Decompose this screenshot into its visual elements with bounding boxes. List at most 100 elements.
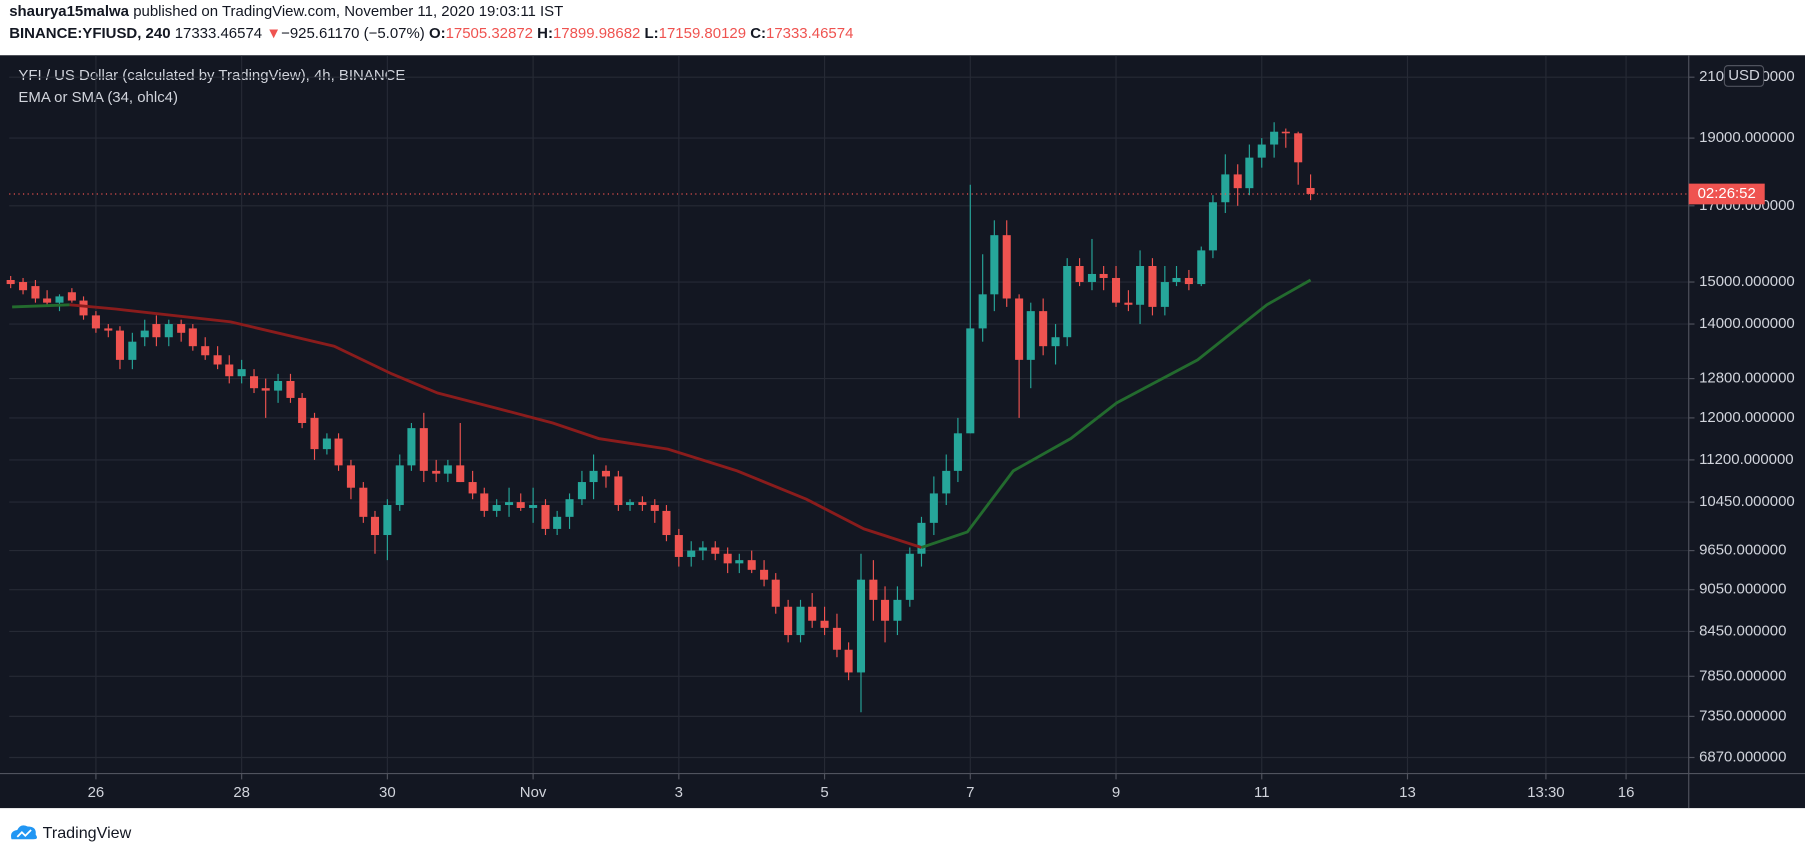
y-tick-label: 14000.000000 [1699,315,1795,332]
candle-body [856,579,866,673]
candle-body [492,505,501,511]
candle-body [201,346,210,356]
y-tick-label: 8450.000000 [1699,622,1786,639]
candle-body [978,294,987,329]
candle-body [322,438,331,450]
x-tick-label: 26 [88,784,105,801]
candle-body [942,470,951,494]
candle-body [334,438,343,466]
candle-body [1306,187,1315,194]
author[interactable]: shaurya15malwa [9,2,130,20]
candle-body [237,369,246,377]
x-tick-label: 16 [1618,784,1635,801]
y-tick-label: 9050.000000 [1699,581,1786,598]
candle-body [298,397,307,423]
candle-body [359,487,368,517]
candle-body [115,330,124,360]
candle-body [638,502,647,506]
x-tick-label: 11 [1254,784,1270,801]
candle-body [929,493,938,523]
countdown-box [1688,183,1765,205]
candle-body [747,560,756,570]
candle-body [650,505,659,511]
candle-body [1172,277,1181,283]
candle-body [1245,157,1254,189]
candle-body [67,292,76,301]
candle-body [1221,174,1230,203]
candle-body [443,465,452,474]
candle-body [1015,298,1024,360]
candle-body [370,516,380,536]
symbol: BINANCE:YFIUSD, 240 [9,24,171,42]
candle-body [164,324,173,338]
brand[interactable]: TradingView [42,823,132,842]
candle-body [213,355,222,365]
candle-body [250,376,259,389]
candle-body [346,465,355,488]
candle-body [917,522,926,554]
y-tick-label: 6870.000000 [1699,748,1786,765]
x-tick-label: Nov [520,784,547,801]
candle-body [711,547,720,554]
y-tick-label: 10450.000000 [1699,493,1795,510]
candle-body [140,330,149,338]
candle-body [1208,202,1217,251]
candle-body [541,505,550,529]
x-tick-label: 13:30 [1527,784,1564,801]
candle-body [1233,174,1242,189]
ohlc-key: O: [428,24,446,42]
candle-body [662,510,671,536]
candle-body [589,470,598,483]
candle-body [990,235,999,295]
x-tick-label: 28 [233,784,250,801]
ohlc-key: L: [644,24,659,42]
candle-body [19,282,28,291]
candle-body [468,482,477,494]
footer: TradingView [0,808,1805,856]
ohlc-key: C: [750,24,767,42]
candle-body [261,388,270,391]
candle-body [1197,250,1206,285]
candle-body [6,280,15,285]
y-tick-label: 9650.000000 [1699,542,1786,559]
currency-badge [1723,65,1765,87]
candle-body [674,535,683,557]
candle-body [1026,311,1035,360]
candle-body [456,465,465,483]
candle-body [128,341,137,360]
candle-body [565,499,574,517]
change: −925.61170 (−5.07%) [281,24,425,42]
y-tick-label: 11200.000000 [1699,451,1794,468]
y-tick-label: 19000.000000 [1699,129,1795,146]
candle-body [784,606,793,636]
x-tick-label: 30 [379,784,396,801]
candle-body [1039,311,1048,347]
candle-body [735,560,744,564]
candle-body [953,433,962,471]
candle-body [820,620,829,628]
candle-body [104,328,113,331]
candle-body [966,328,975,434]
candle-body [310,417,319,450]
candle-body [407,428,416,466]
ema-line [69,303,922,549]
candle-body [844,649,853,673]
candle-body [529,505,538,508]
candle-body [687,550,696,557]
x-tick-label: 9 [1112,784,1120,801]
candle-body [91,315,100,329]
candle-body [1136,266,1145,305]
y-tick-label: 12000.000000 [1699,409,1795,426]
candle-body [577,482,586,500]
y-tick-label: 15000.000000 [1699,273,1795,290]
x-tick-label: 3 [675,784,683,801]
candle-body [625,502,635,506]
candle-body [614,476,623,506]
candle-body [1257,144,1266,158]
candle-body [152,324,161,338]
candle-body [419,428,428,471]
logo-icon [10,825,37,840]
y-tick-label: 7350.000000 [1699,707,1786,724]
last-price: 17333.46574 [174,24,263,42]
